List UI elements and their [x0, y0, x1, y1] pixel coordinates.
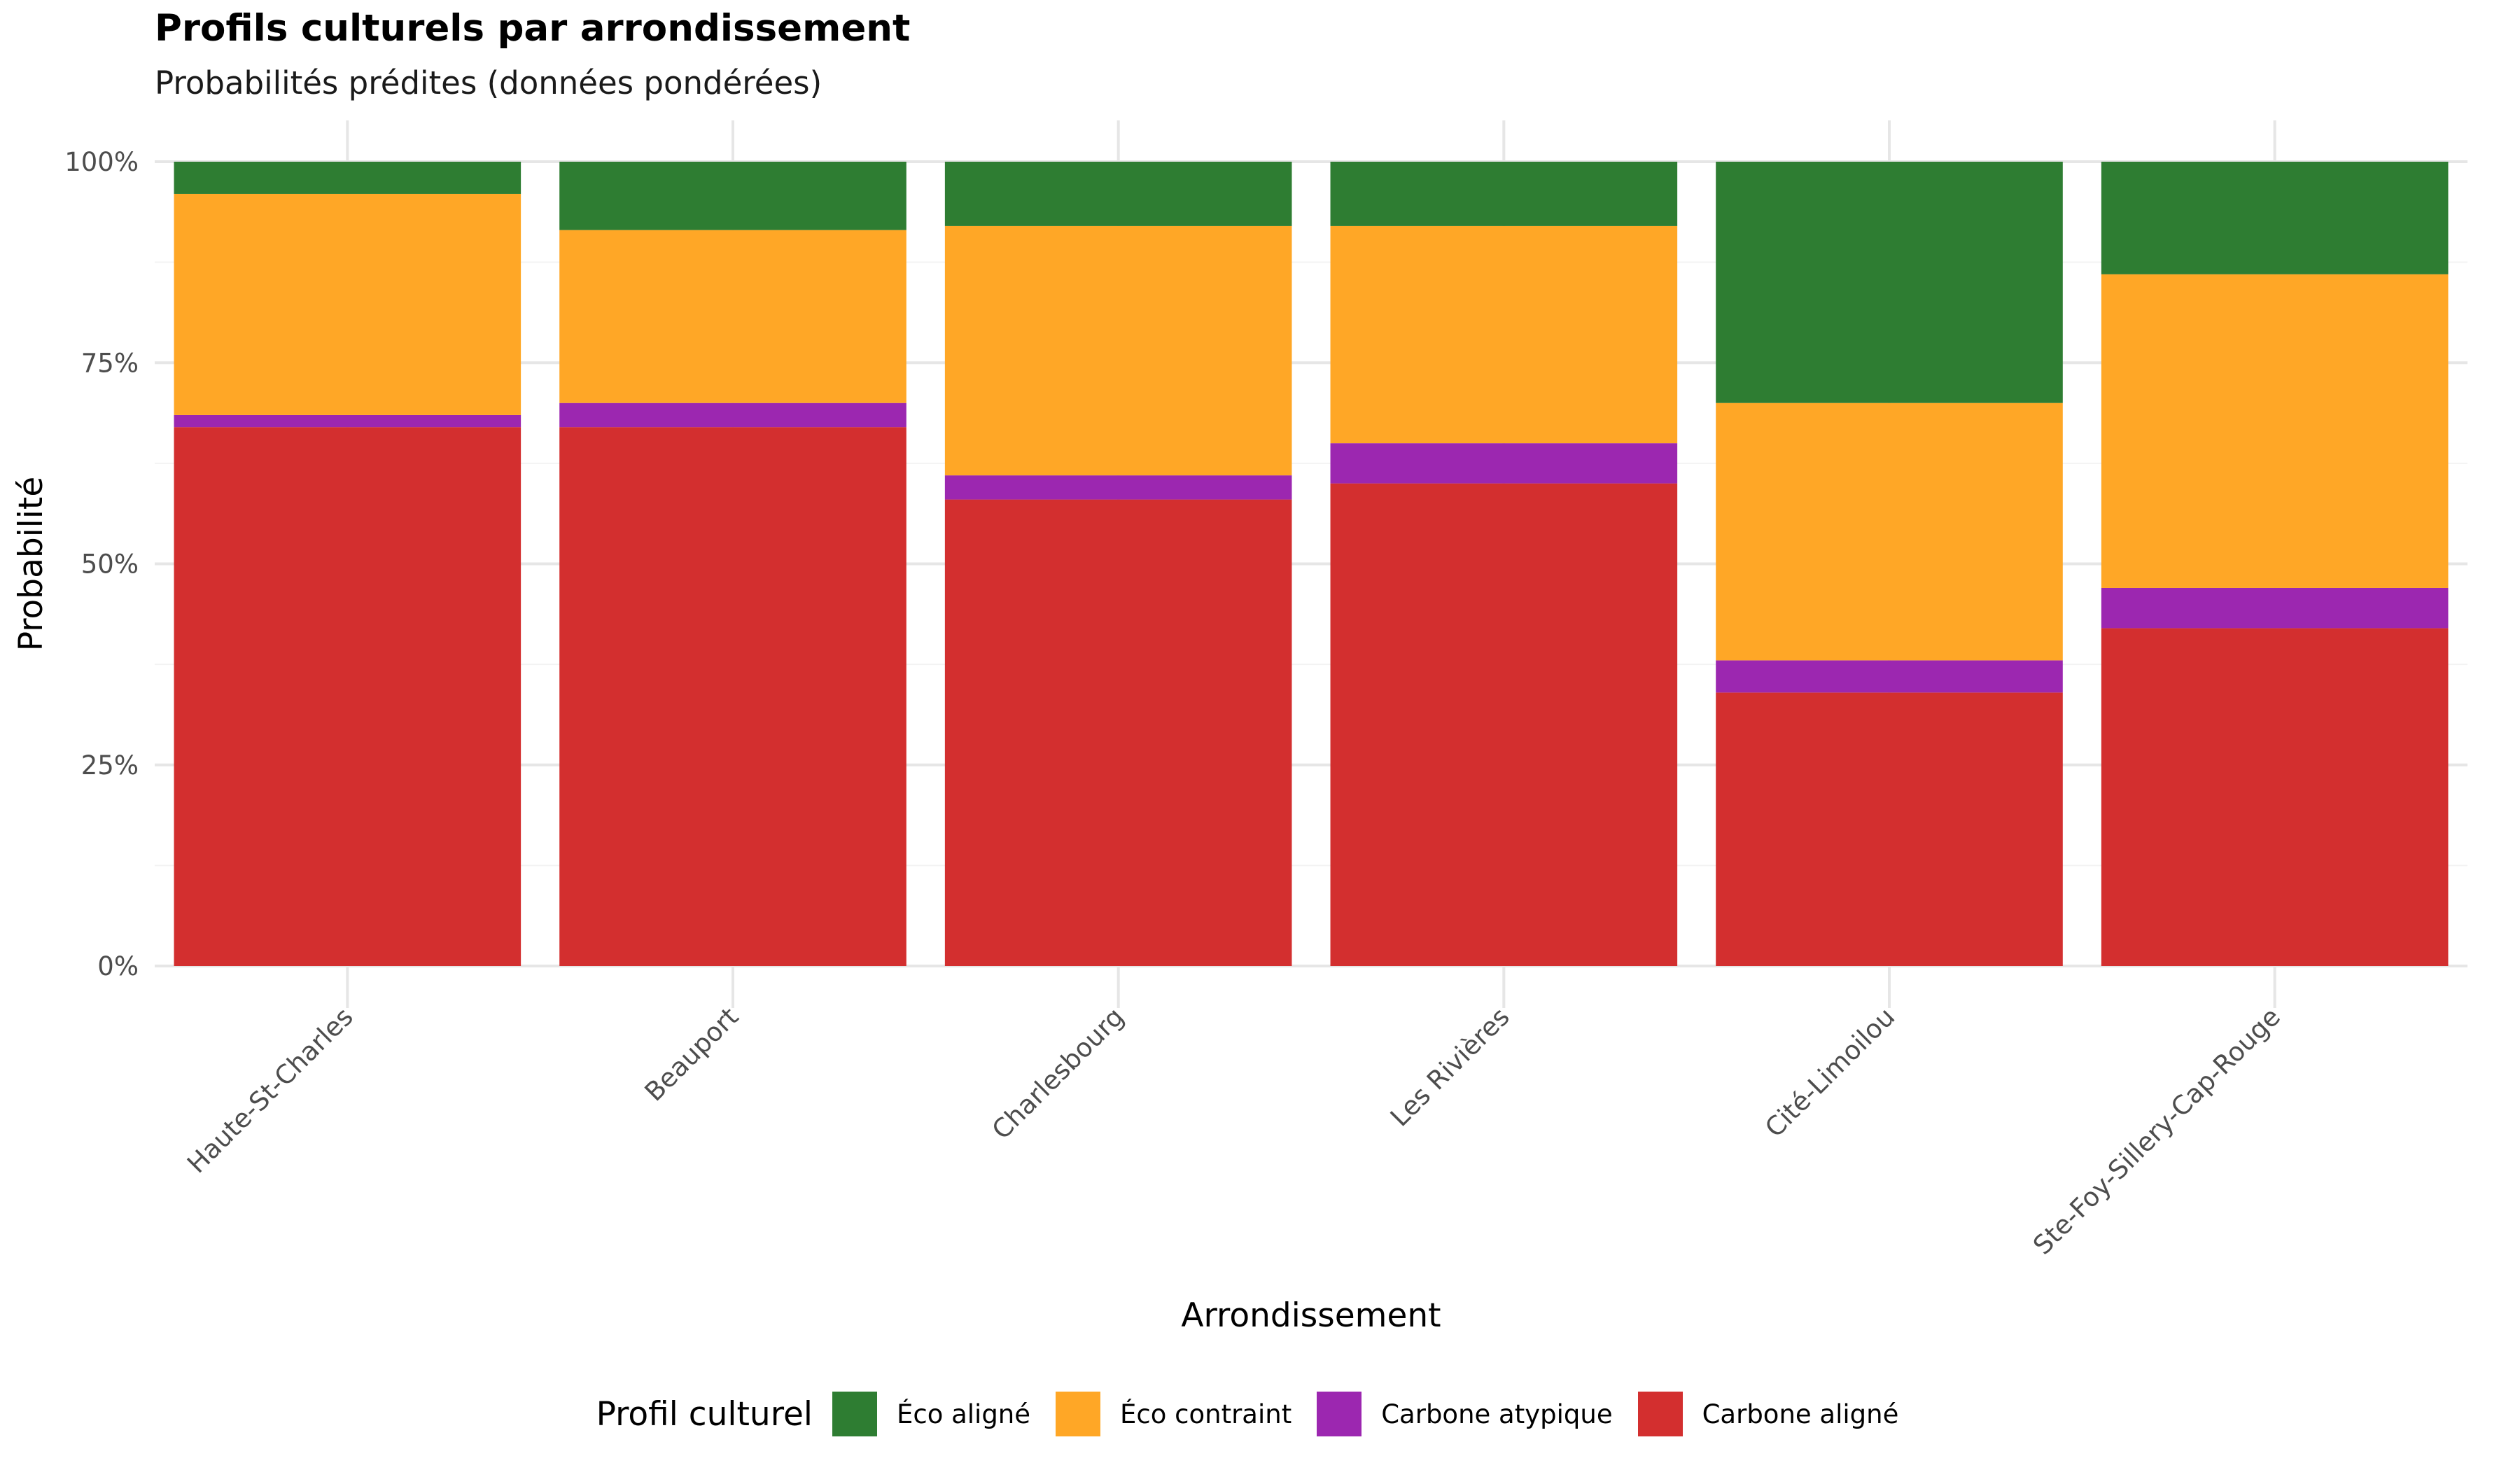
x-tick-label: Charlesbourg [986, 1002, 1130, 1145]
x-tick-label: Ste-Foy-Sillery-Cap-Rouge [2027, 1002, 2286, 1261]
legend-key-eco-aligne [832, 1392, 877, 1436]
legend-items: Éco aligné Éco contraint Carbone atypique C… [832, 1392, 1924, 1436]
bar-carbone-aligne-haute-st-charles [174, 427, 522, 966]
bar-eco-contraint-cite-limoilou [1716, 402, 2063, 661]
y-tick-label: 50% [81, 550, 139, 580]
y-tick-label: 0% [97, 951, 139, 981]
bar-eco-contraint-haute-st-charles [174, 193, 522, 415]
bar-carbone-aligne-les-rivieres [1330, 483, 1678, 966]
bar-eco-contraint-charlesbourg [944, 225, 1292, 476]
chart-subtitle: Probabilités prédites (données pondérées… [155, 64, 822, 102]
x-tick-label: Haute-St-Charles [181, 1002, 358, 1179]
bar-carbone-aligne-ste-foy-sillery-cap-rouge [2101, 628, 2449, 966]
legend-label: Carbone atypique [1381, 1399, 1613, 1429]
legend-item-carbone-aligne: Carbone aligné [1637, 1392, 1899, 1436]
x-tick-label: Beauport [639, 1002, 745, 1107]
bar-carbone-aligne-charlesbourg [944, 499, 1292, 966]
x-axis-label: Arrondissement [1181, 1296, 1441, 1335]
legend-label: Éco contraint [1120, 1399, 1292, 1429]
bar-eco-aligne-ste-foy-sillery-cap-rouge [2101, 162, 2449, 274]
bar-eco-aligne-cite-limoilou [1716, 162, 2063, 403]
bar-carbone-atypique-beauport [559, 402, 906, 428]
bar-carbone-aligne-beauport [559, 427, 906, 966]
y-tick-label: 100% [64, 147, 139, 177]
legend-item-eco-contraint: Éco contraint [1056, 1392, 1292, 1436]
legend-item-eco-aligne: Éco aligné [832, 1392, 1030, 1436]
bar-carbone-aligne-cite-limoilou [1716, 692, 2063, 966]
legend-label: Carbone aligné [1702, 1399, 1899, 1429]
bar-eco-contraint-beauport [559, 230, 906, 403]
bar-eco-aligne-les-rivieres [1330, 162, 1678, 226]
bar-eco-contraint-les-rivieres [1330, 225, 1678, 444]
x-tick-label: Les Rivières [1385, 1002, 1516, 1133]
legend-key-carbone-atypique [1317, 1392, 1362, 1436]
legend-item-carbone-atypique: Carbone atypique [1317, 1392, 1613, 1436]
legend-key-carbone-aligne [1637, 1392, 1683, 1436]
plot-area: 0% 25% 50% 75% 100% Haute-St-Charles Beauport C… [12, 120, 2468, 1335]
y-tick-label: 75% [81, 348, 139, 378]
bar-carbone-atypique-ste-foy-sillery-cap-rouge [2101, 587, 2449, 629]
bar-eco-contraint-ste-foy-sillery-cap-rouge [2101, 274, 2449, 588]
bar-carbone-atypique-les-rivieres [1330, 443, 1678, 484]
bar-carbone-atypique-charlesbourg [944, 475, 1292, 500]
bar-carbone-atypique-haute-st-charles [174, 414, 522, 428]
bar-eco-aligne-beauport [559, 162, 906, 230]
y-axis-label: Probabilité [12, 477, 50, 652]
legend-key-eco-contraint [1056, 1392, 1101, 1436]
x-tick-label: Cité-Limoilou [1759, 1002, 1900, 1143]
chart-title: Profils culturels par arrondissement [155, 7, 911, 50]
y-tick-label: 25% [81, 750, 139, 780]
bar-carbone-atypique-cite-limoilou [1716, 660, 2063, 693]
legend-title: Profil culturel [596, 1394, 813, 1434]
bar-eco-aligne-charlesbourg [944, 162, 1292, 226]
legend-label: Éco aligné [896, 1399, 1031, 1429]
legend: Profil culturel Éco aligné Éco contraint C… [0, 1390, 2520, 1438]
bar-eco-aligne-haute-st-charles [174, 162, 522, 194]
